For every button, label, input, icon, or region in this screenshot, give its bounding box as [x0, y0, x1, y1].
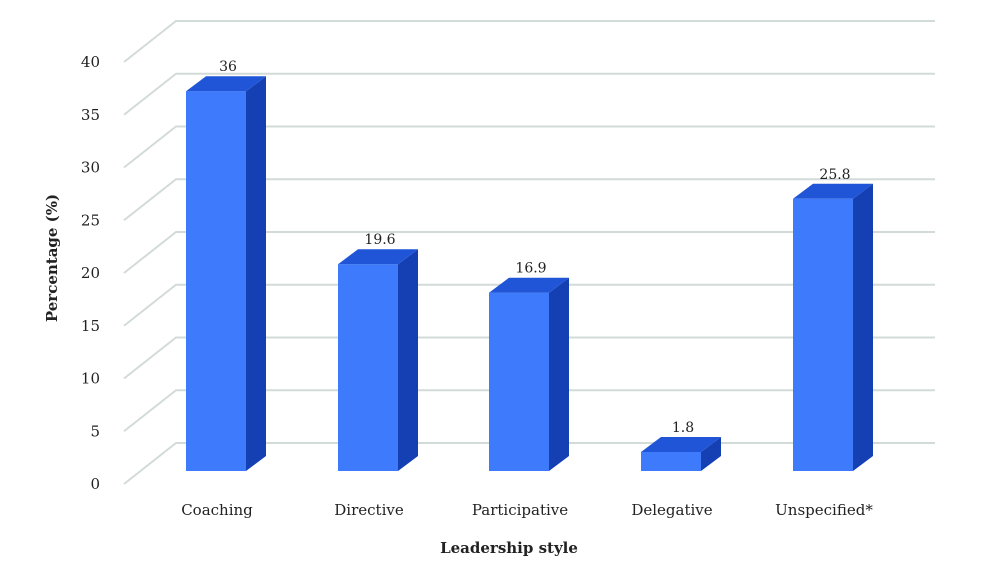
y-tick-label: 25 [81, 211, 100, 229]
gridline [123, 336, 935, 380]
bar-side [398, 249, 418, 471]
x-category-label: Directive [334, 501, 404, 519]
gridline [123, 125, 935, 169]
bar-side [246, 76, 266, 471]
data-label: 25.8 [819, 167, 850, 183]
x-category-label: Unspecified* [775, 501, 873, 519]
bar-front [641, 452, 701, 471]
y-tick-label: 0 [90, 475, 100, 493]
y-tick-label: 20 [81, 264, 100, 282]
bar-unspecified: 25.8 [793, 167, 873, 471]
y-tick-label: 10 [81, 370, 100, 388]
gridline [123, 72, 935, 116]
gridlines [123, 20, 935, 485]
y-axis-title: Percentage (%) [43, 194, 61, 322]
bar-participative: 16.9 [489, 261, 569, 471]
data-label: 16.9 [515, 261, 546, 277]
y-tick-label: 15 [81, 317, 100, 335]
x-axis-title: Leadership style [440, 539, 578, 557]
bar-top [793, 183, 873, 199]
y-tick-label: 5 [90, 422, 100, 440]
bar-front [186, 91, 246, 471]
gridline [123, 20, 935, 63]
bar-side [853, 183, 873, 471]
gridline [123, 283, 935, 327]
bar-side [549, 277, 569, 471]
bar-coaching: 36 [186, 59, 266, 471]
x-category-label: Coaching [181, 501, 253, 519]
bar-top [338, 249, 418, 265]
bar-delegative: 1.8 [641, 420, 721, 471]
x-axis-categories: Coaching Directive Participative Delegative… [181, 501, 873, 519]
gridline [123, 231, 935, 274]
bar-side [701, 437, 721, 471]
y-axis-ticks: 0 5 10 15 20 25 30 35 40 [81, 53, 100, 493]
bar-top [641, 437, 721, 453]
data-label: 36 [219, 59, 237, 75]
bar-directive: 19.6 [338, 232, 418, 471]
y-tick-label: 40 [81, 53, 100, 71]
x-category-label: Participative [472, 501, 568, 519]
bar-front [793, 198, 853, 471]
data-label: 19.6 [364, 232, 395, 248]
bars: 36 19.6 16.9 1.8 25.8 [186, 59, 873, 471]
bar-top [489, 277, 569, 293]
x-category-label: Delegative [631, 501, 712, 519]
gridline [123, 389, 935, 433]
gridline [123, 178, 935, 222]
bar-top [186, 76, 266, 92]
bar-front [489, 292, 549, 471]
bar-front [338, 264, 398, 471]
y-tick-label: 30 [81, 159, 100, 177]
data-label: 1.8 [672, 420, 694, 436]
y-tick-label: 35 [81, 106, 100, 124]
